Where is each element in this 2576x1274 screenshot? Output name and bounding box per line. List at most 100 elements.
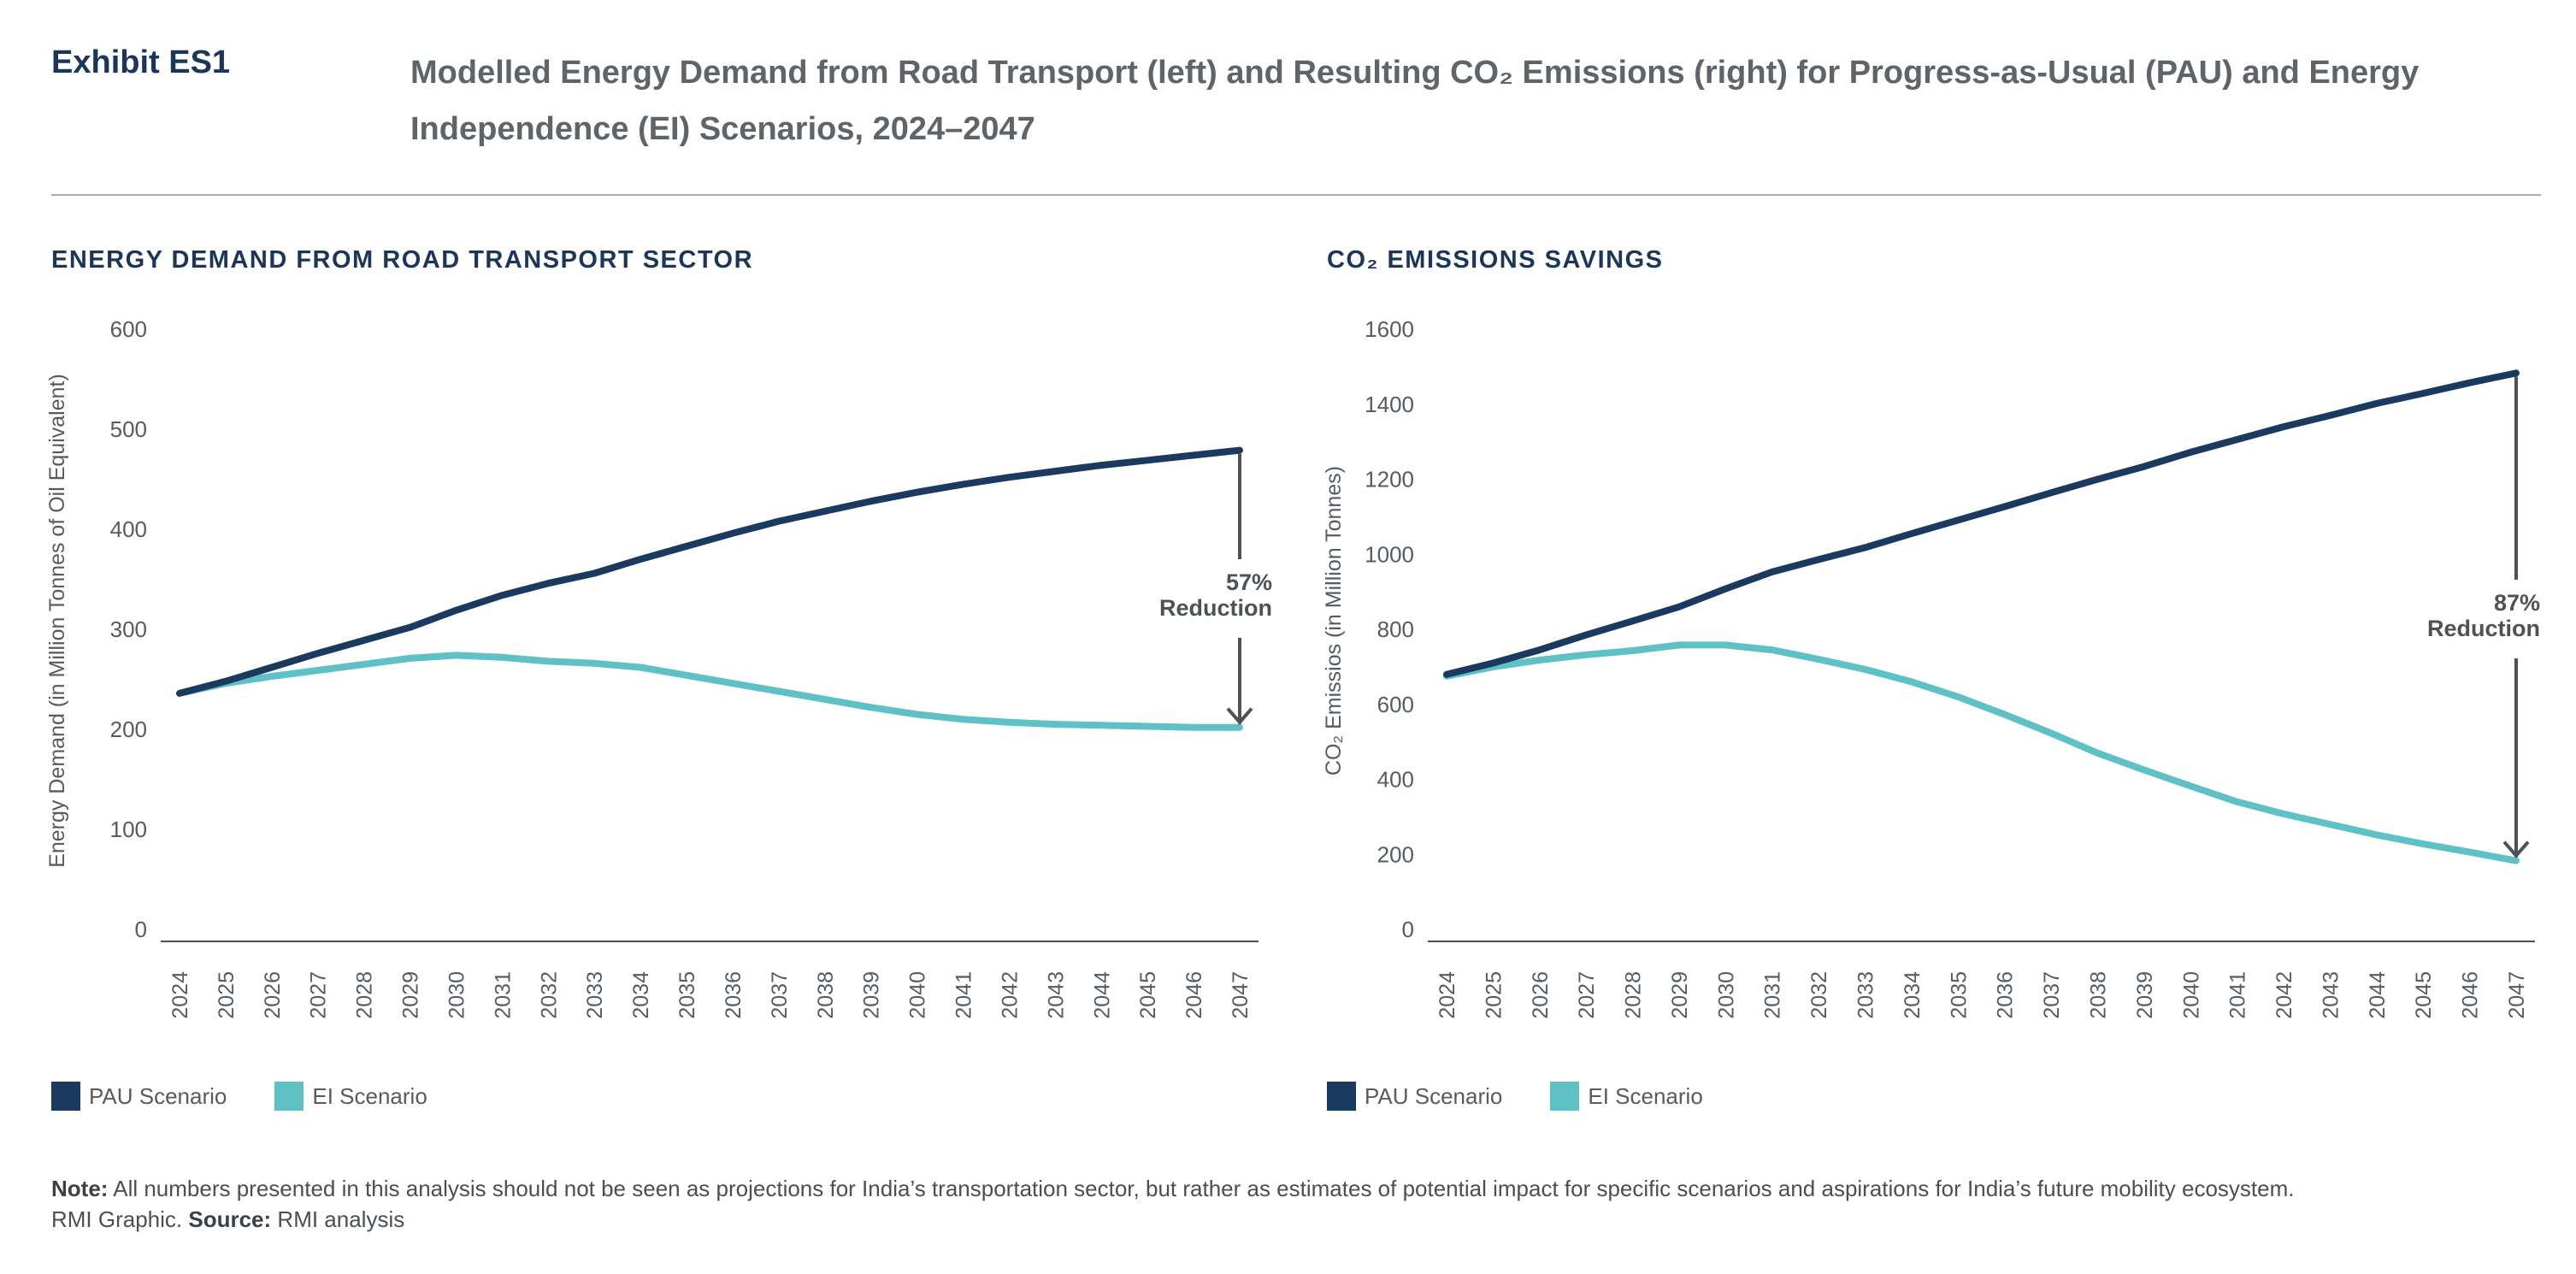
co2-y-tick-label: 1200	[1365, 467, 1414, 492]
co2-ei-point	[1724, 643, 1727, 646]
co2-ei-point	[2282, 812, 2285, 816]
source-text: RMI analysis	[271, 1206, 405, 1232]
energy-x-tick-label: 2024	[168, 971, 192, 1019]
legend-item-ei: EI Scenario	[274, 1082, 427, 1111]
co2-x-tick-label: 2026	[1529, 971, 1553, 1019]
co2-pau-point	[1817, 557, 1820, 561]
co2-x-tick-label: 2031	[1761, 971, 1785, 1019]
energy-chart: 0 100 200 300 400 500 600 2024 2025 2026 2027 2028 2…	[45, 316, 1272, 1019]
energy-reduction-label: Reduction	[1159, 595, 1272, 621]
energy-x-tick-label: 2041	[952, 971, 976, 1019]
energy-y-tick-label: 100	[110, 817, 147, 842]
co2-pau-point	[1538, 648, 1541, 652]
co2-pau-point	[1910, 532, 1913, 535]
co2-x-tick-label: 2024	[1435, 971, 1459, 1019]
co2-pau-point	[2328, 414, 2331, 417]
co2-ei-point	[1864, 668, 1867, 671]
energy-ei-point	[1238, 726, 1241, 729]
energy-ei-point	[869, 705, 873, 709]
co2-pau-point	[2049, 491, 2053, 494]
energy-reduction-percent: 57%	[1226, 569, 1272, 595]
co2-x-tick-label: 2040	[2179, 971, 2203, 1019]
co2-x-tick-label: 2045	[2412, 971, 2436, 1019]
co2-x-tick-label: 2035	[1947, 971, 1971, 1019]
co2-pau-point	[1864, 546, 1867, 549]
energy-ei-point	[592, 662, 596, 665]
energy-pau-point	[546, 581, 550, 585]
energy-pau-point	[1007, 475, 1011, 479]
energy-pau-point	[1099, 463, 1103, 467]
energy-pau-point	[639, 557, 642, 561]
pau-swatch	[51, 1082, 80, 1111]
co2-x-tick-label: 2032	[1807, 971, 1831, 1019]
energy-y-tick-label: 400	[110, 516, 147, 542]
co2-y-tick-label: 1400	[1365, 392, 1414, 417]
energy-x-tick-label: 2044	[1090, 971, 1114, 1019]
energy-pau-point	[592, 571, 596, 575]
co2-ei-point	[1956, 695, 1960, 699]
footnote: Note: All numbers presented in this anal…	[51, 1173, 2548, 1235]
co2-ei-point	[1910, 680, 1913, 683]
energy-ei-point	[1053, 723, 1057, 726]
co2-ei-point	[1538, 658, 1541, 662]
energy-ei-point	[500, 656, 504, 659]
energy-x-tick-label: 2025	[215, 971, 239, 1019]
co2-ei-point	[1677, 643, 1681, 646]
energy-x-tick-label: 2046	[1182, 971, 1206, 1019]
co2-ei-point	[2049, 732, 2053, 735]
co2-ei-point	[1584, 653, 1588, 657]
co2-pau-point	[1445, 673, 1448, 676]
co2-pau-point	[1631, 619, 1635, 622]
pau-swatch	[1327, 1082, 1356, 1111]
co2-ei-series-line	[1443, 641, 2520, 864]
energy-ei-point	[454, 653, 457, 657]
co2-ei-point	[2375, 833, 2379, 836]
left-legend: PAU Scenario EI Scenario	[51, 1082, 475, 1111]
co2-y-tick-label: 400	[1377, 767, 1414, 793]
energy-pau-point	[500, 593, 504, 597]
energy-x-tick-label: 2040	[906, 971, 930, 1019]
co2-pau-point	[2236, 438, 2239, 441]
energy-x-tick-label: 2037	[768, 971, 792, 1019]
co2-reduction-percent: 87%	[2494, 590, 2540, 616]
legend-item-pau: PAU Scenario	[1327, 1082, 1502, 1111]
co2-pau-point	[1677, 605, 1681, 609]
energy-pau-series-line	[176, 446, 1243, 697]
energy-ei-point	[777, 690, 781, 693]
note-text: All numbers presented in this analysis s…	[108, 1176, 2295, 1201]
ei-swatch	[274, 1082, 304, 1111]
energy-ei-point	[916, 712, 919, 716]
energy-ei-point	[546, 659, 550, 663]
co2-y-tick-label: 600	[1377, 692, 1414, 717]
co2-x-tick-label: 2037	[2040, 971, 2064, 1019]
co2-pau-point	[2421, 392, 2425, 395]
energy-pau-point	[178, 692, 181, 695]
energy-x-tick-label: 2032	[537, 971, 561, 1019]
energy-pau-point	[1238, 449, 1241, 452]
energy-pau-point	[363, 639, 366, 642]
energy-ei-point	[1099, 723, 1103, 727]
energy-ei-point	[962, 717, 965, 721]
energy-x-tick-label: 2031	[491, 971, 515, 1019]
energy-x-tick-label: 2029	[399, 971, 423, 1019]
energy-y-tick-label: 300	[110, 616, 147, 642]
energy-ei-point	[316, 669, 320, 672]
energy-x-tick-label: 2030	[445, 971, 469, 1019]
co2-x-tick-label: 2043	[2319, 971, 2343, 1019]
energy-pau-point	[777, 520, 781, 523]
energy-x-tick-label: 2035	[675, 971, 699, 1019]
energy-x-tick-label: 2036	[722, 971, 746, 1019]
co2-x-tick-label: 2025	[1482, 971, 1506, 1019]
energy-x-tick-label: 2027	[307, 971, 331, 1019]
co2-ei-point	[2514, 859, 2518, 863]
co2-pau-point	[2189, 451, 2192, 454]
energy-pau-point	[962, 482, 965, 486]
co2-y-axis-title: CO₂ Emissios (in Million Tonnes)	[1322, 466, 1346, 776]
legend-item-ei: EI Scenario	[1550, 1082, 1703, 1111]
legend-label-pau: PAU Scenario	[89, 1082, 227, 1109]
energy-x-tick-label: 2033	[583, 971, 607, 1019]
energy-x-tick-label: 2042	[998, 971, 1022, 1019]
co2-x-tick-label: 2047	[2505, 971, 2529, 1019]
co2-pau-point	[1956, 518, 1960, 522]
energy-ei-point	[1192, 726, 1195, 729]
